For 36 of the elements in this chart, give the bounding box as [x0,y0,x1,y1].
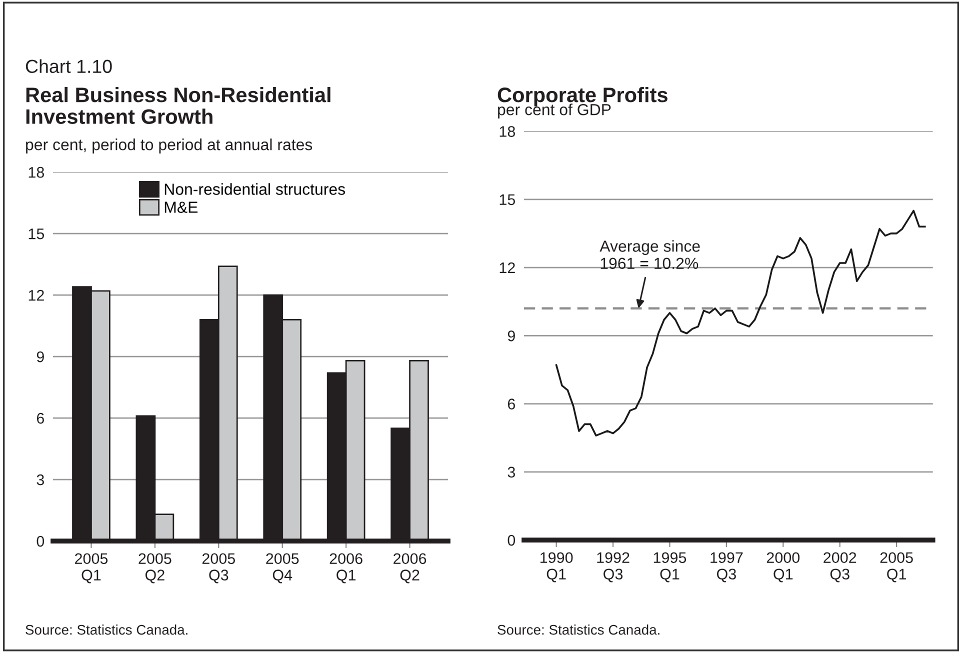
y-tick-label: 6 [508,398,515,410]
x-tick-label: 2006 Q1 [330,553,362,584]
y-tick-label: 15 [28,228,44,240]
x-tick-label: 1990 Q1 [540,552,573,582]
caption: Chart 1.10 [26,59,112,74]
x-tick-label: 2005 Q4 [266,553,299,584]
x-tick-label: 1997 Q3 [710,552,743,582]
ref-line-label: Average since 1961 = 10.2% [600,240,700,270]
y-tick-label: 12 [500,262,515,274]
y-tick-label: 18 [28,166,44,178]
y-tick-label: 12 [28,290,44,301]
y-tick-label: 6 [36,412,44,424]
x-tick-label: 2000 Q1 [766,552,800,582]
y-tick-label: 9 [508,330,515,342]
chart-title: Real Business Non-Residential Investment Growth [26,87,330,124]
chart-subtitle: per cent, period to period at annual rates [26,138,312,154]
y-tick-label: 3 [508,466,515,478]
y-tick-label: 0 [508,534,516,546]
source-note: Source: Statistics Canada. [26,624,188,635]
x-tick-label: 1995 Q1 [654,552,686,582]
legend-label: M&E [164,202,198,213]
y-tick-label: 0 [36,536,44,547]
x-tick-label: 2006 Q2 [394,553,426,584]
x-tick-label: 1992 Q3 [597,552,630,582]
x-tick-label: 2005 Q3 [202,553,236,584]
line-series [555,210,926,436]
y-tick-label: 15 [500,194,516,206]
legend-label: Non-residential structures [164,183,346,195]
x-tick-label: 2005 Q2 [138,553,172,584]
x-tick-label: 2005 Q1 [880,552,913,582]
x-tick-label: 2005 Q1 [75,553,108,584]
x-tick-label: 2002 Q3 [824,552,856,582]
y-tick-label: 9 [36,351,44,362]
source-note: Source: Statistics Canada. [498,624,660,635]
y-tick-label: 3 [36,474,44,486]
y-tick-label: 18 [500,126,516,137]
